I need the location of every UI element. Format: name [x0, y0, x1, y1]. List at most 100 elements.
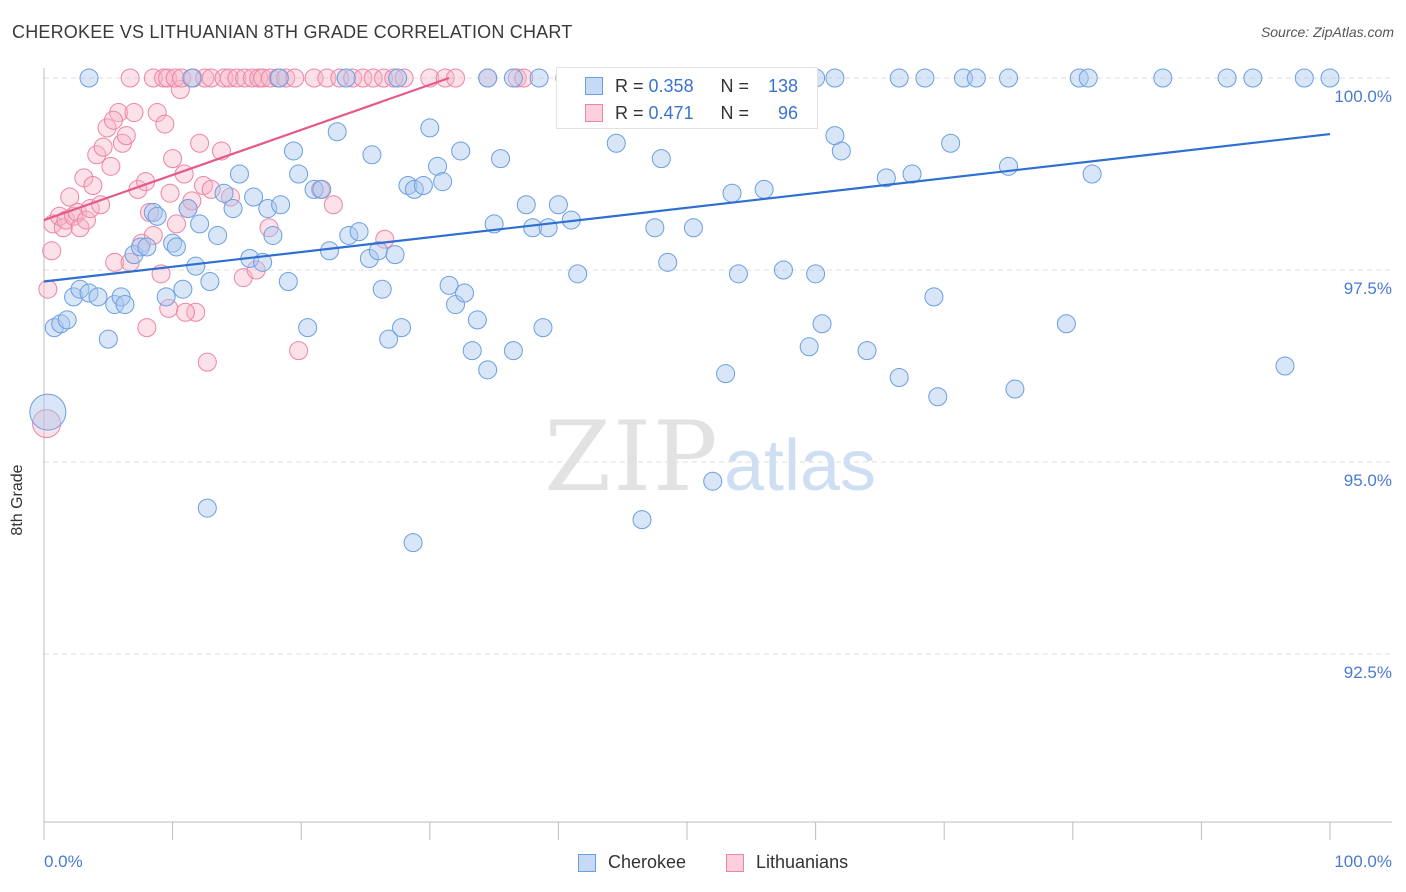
cherokee-point	[658, 252, 678, 272]
cherokee-point	[1243, 68, 1263, 88]
cherokee-point	[1275, 356, 1295, 376]
cherokee-point	[728, 264, 748, 284]
cherokee-point	[799, 337, 819, 357]
cherokee-point	[166, 237, 186, 257]
cherokee-point	[433, 172, 453, 192]
cherokee-point	[372, 279, 392, 299]
cherokee-point	[467, 310, 487, 330]
n-value: 138	[768, 75, 799, 96]
y-tick-label: 95.0%	[1343, 471, 1392, 490]
stats-row-lithuanians: R = 0.471 N = 96	[557, 100, 798, 126]
cherokee-point	[163, 233, 183, 253]
lithuanians-point	[285, 68, 305, 88]
cherokee-point	[214, 183, 234, 203]
cherokee-point	[392, 318, 412, 338]
cherokee-point	[439, 275, 459, 295]
lithuanians-point	[514, 68, 534, 88]
lithuanians-point	[137, 318, 157, 338]
cherokee-point	[420, 118, 440, 138]
lithuanians-point	[116, 126, 136, 146]
cherokee-point	[716, 364, 736, 384]
cherokee-point	[388, 68, 408, 88]
n-label: N =	[720, 75, 750, 96]
cherokee-point	[186, 256, 206, 276]
lithuanians-point	[353, 68, 373, 88]
legend-item-lithuanians[interactable]: Lithuanians	[726, 852, 848, 873]
lithuanians-swatch	[585, 104, 603, 122]
lithuanians-point	[435, 68, 455, 88]
lithuanians-point	[186, 302, 206, 322]
cherokee-point	[831, 141, 851, 161]
lithuanians-point	[143, 68, 163, 88]
cherokee-point	[137, 237, 157, 257]
cherokee-point	[349, 222, 369, 242]
cherokee-point	[173, 279, 193, 299]
r-value: 0.471	[648, 102, 694, 123]
cherokee-point	[258, 199, 278, 219]
cherokee-point	[754, 179, 774, 199]
lithuanians-point	[175, 302, 195, 322]
lithuanians-point	[70, 218, 90, 238]
lithuanians-point	[227, 68, 247, 88]
lithuanians-point	[143, 225, 163, 245]
cherokee-point	[413, 176, 433, 196]
cherokee-point	[889, 368, 909, 388]
cherokee-point	[1217, 68, 1237, 88]
lithuanians-point	[80, 199, 100, 219]
cherokee-point	[533, 318, 553, 338]
r-label: R =	[615, 75, 644, 96]
legend-item-cherokee[interactable]: Cherokee	[578, 852, 686, 873]
lithuanians-point	[101, 156, 121, 176]
cherokee-point	[379, 329, 399, 349]
lithuanians-point	[343, 68, 363, 88]
cherokee-point	[632, 510, 652, 530]
x-tick-label-min: 0.0%	[44, 852, 83, 871]
cherokee-point	[1153, 68, 1173, 88]
cherokee-point	[876, 168, 896, 188]
cherokee-point	[928, 387, 948, 407]
lithuanians-point	[166, 214, 186, 234]
lithuanians-point	[323, 195, 343, 215]
cherokee-point	[403, 533, 423, 553]
cherokee-point	[105, 295, 125, 315]
lithuanians-point	[246, 260, 266, 280]
cherokee-point	[516, 195, 536, 215]
cherokee-point	[327, 122, 347, 142]
cherokee-point	[278, 272, 298, 292]
cherokee-point	[156, 287, 176, 307]
cherokee-point	[941, 133, 961, 153]
cherokee-point	[1005, 379, 1025, 399]
lithuanians-point	[197, 352, 217, 372]
lithuanians-point	[155, 114, 175, 134]
lithuanians-point	[76, 210, 96, 230]
cherokee-point	[130, 237, 150, 257]
r-label: R =	[615, 102, 644, 123]
cherokee-point	[548, 195, 568, 215]
legend-swatch-cherokee	[578, 853, 596, 872]
lithuanians-point	[253, 68, 273, 88]
lithuanians-point	[42, 241, 62, 261]
lithuanians-point	[374, 68, 394, 88]
cherokee-point	[651, 149, 671, 169]
cherokee-point	[283, 141, 303, 161]
cherokee-point	[1082, 164, 1102, 184]
cherokee-point	[271, 195, 291, 215]
cherokee-point	[462, 341, 482, 361]
lithuanians-point	[163, 149, 183, 169]
y-tick-label: 92.5%	[1343, 663, 1392, 682]
cherokee-point	[606, 133, 626, 153]
cherokee-point	[244, 187, 264, 207]
cherokee-point	[491, 149, 511, 169]
cherokee-point	[703, 471, 723, 491]
stats-box: R = 0.358 N = 138 R = 0.471 N = 96	[556, 67, 818, 129]
cherokee-point	[773, 260, 793, 280]
cherokee-point	[229, 164, 249, 184]
cherokee-point	[304, 179, 324, 199]
cherokee-point	[336, 68, 356, 88]
cherokee-point	[98, 329, 118, 349]
cherokee-point	[269, 68, 289, 88]
cherokee-point	[455, 283, 475, 303]
lithuanians-trendline	[43, 76, 450, 222]
lithuanians-point	[147, 103, 167, 123]
cherokee-point	[29, 393, 67, 431]
